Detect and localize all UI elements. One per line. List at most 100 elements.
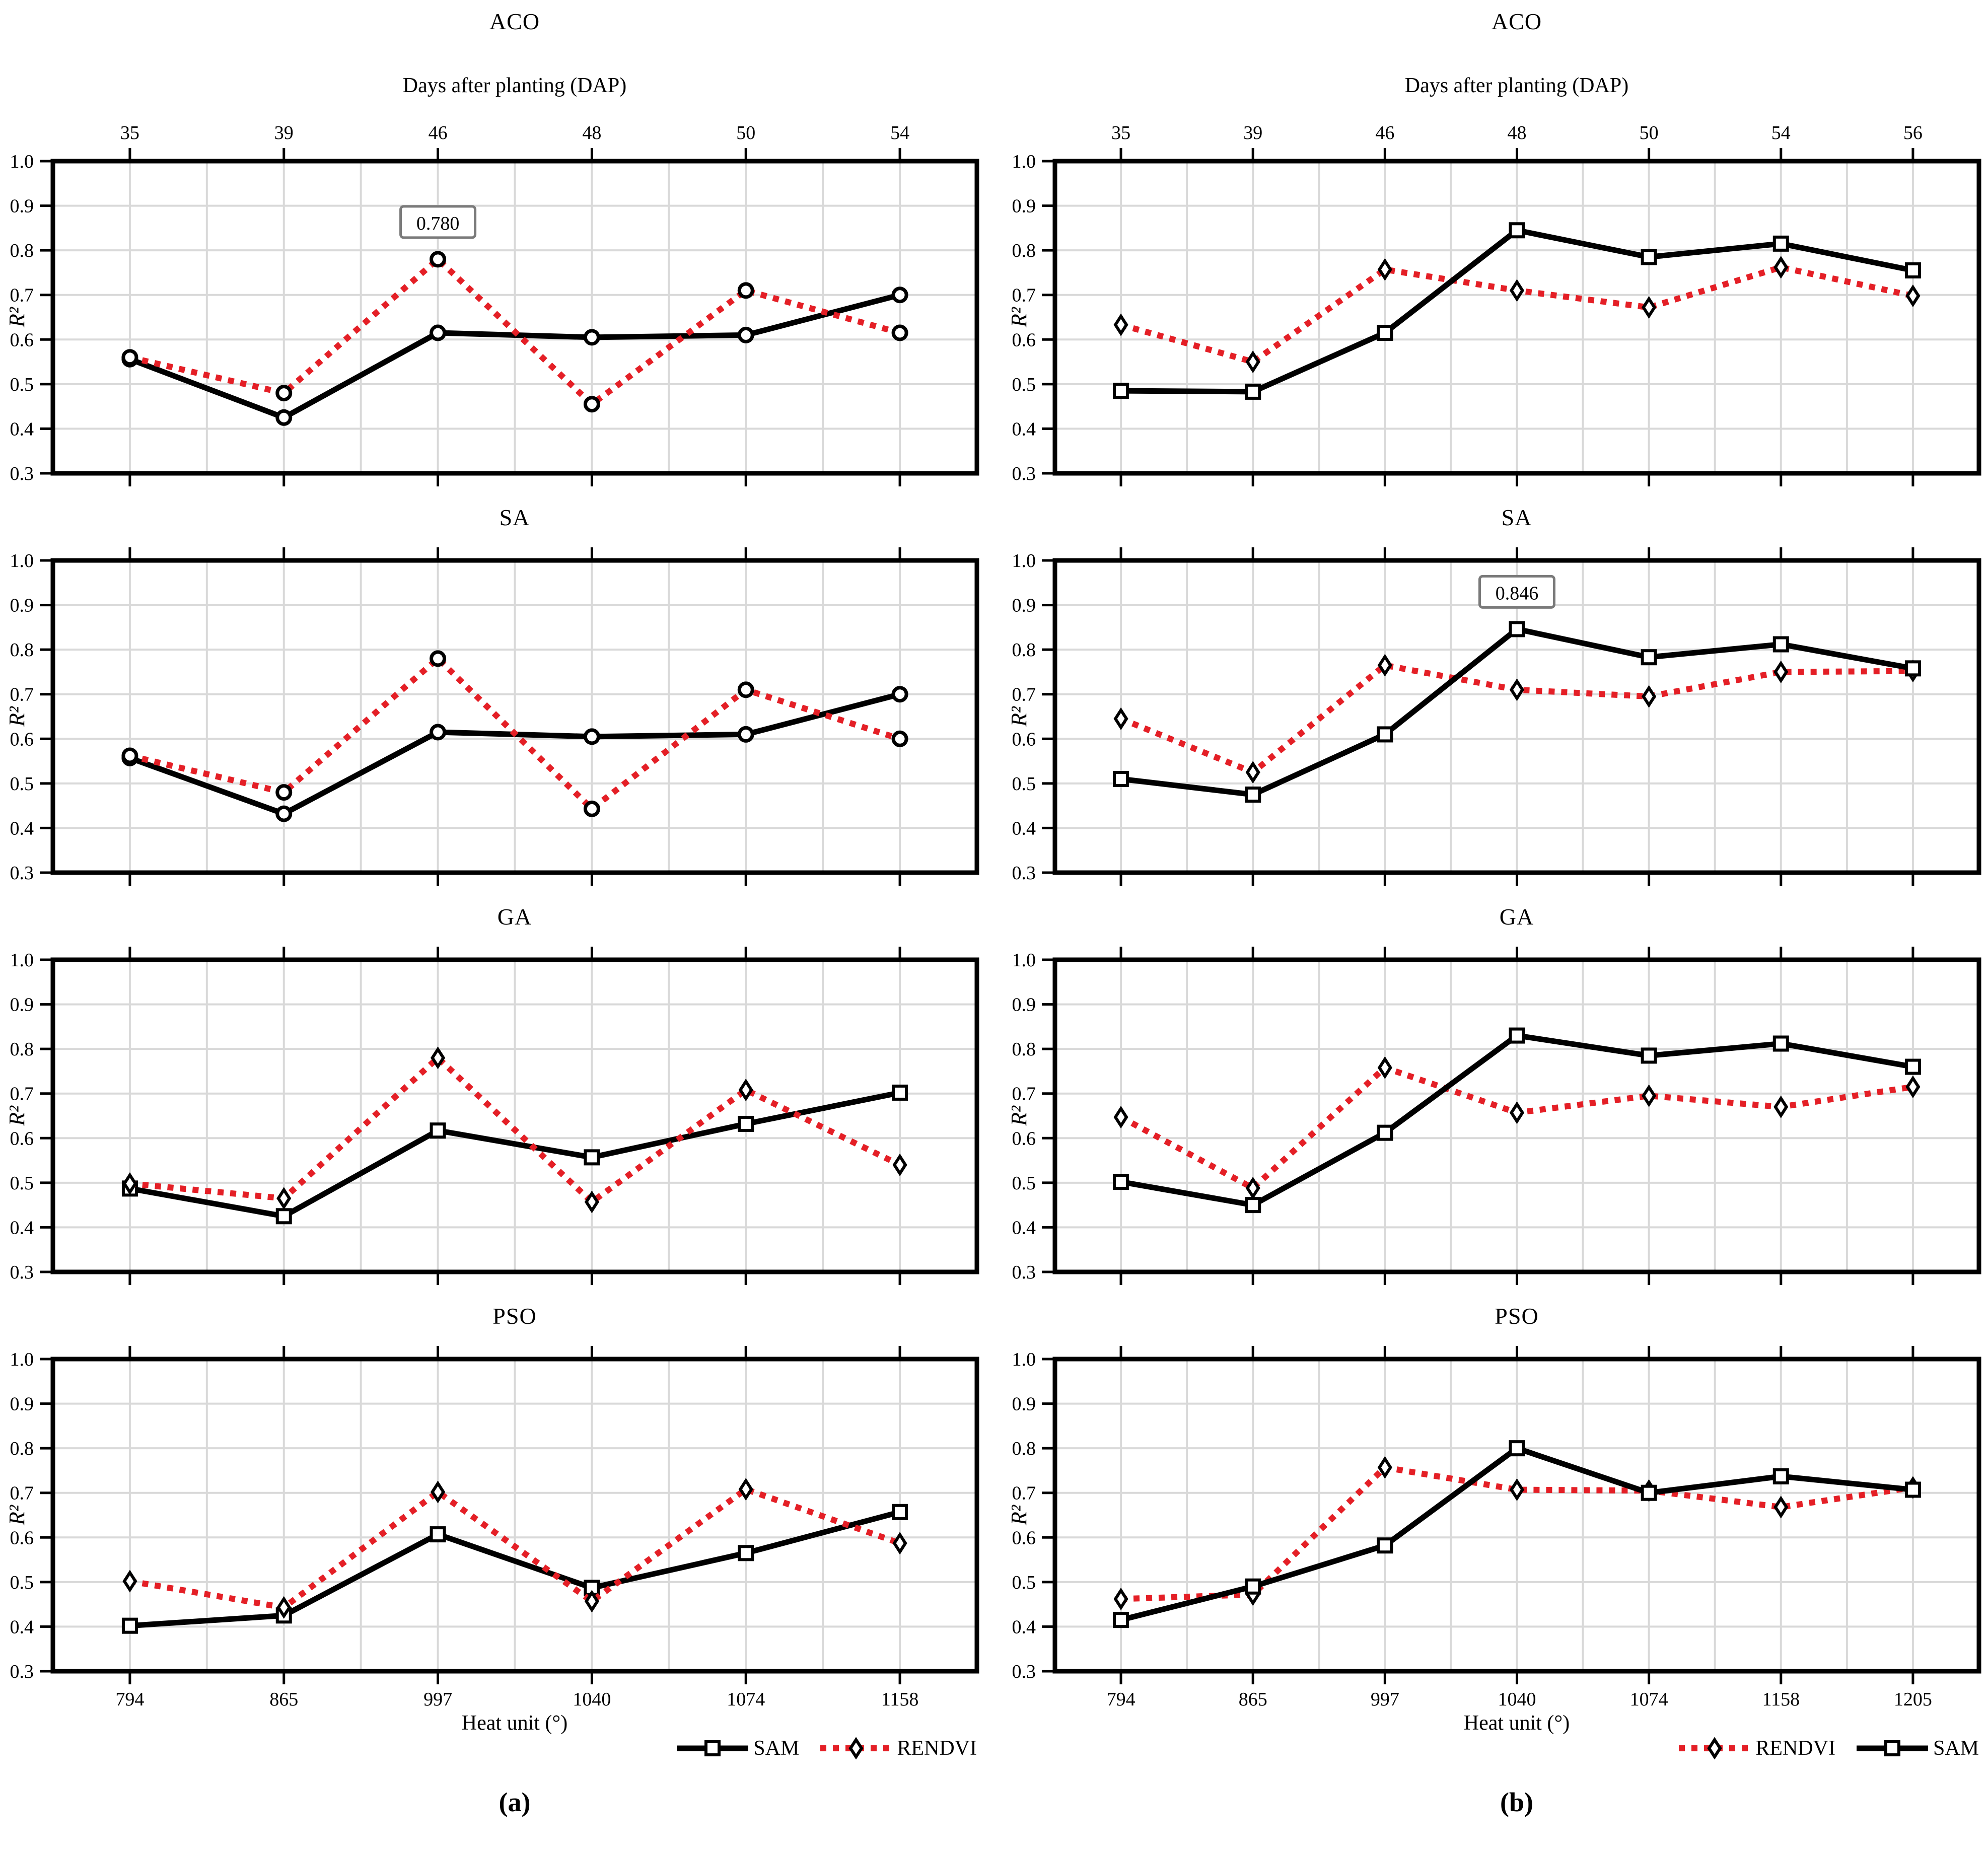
y-tick-label: 0.9 bbox=[1012, 595, 1036, 616]
data-point-marker bbox=[1642, 1084, 1657, 1107]
y-tick-label: 0.5 bbox=[10, 1572, 34, 1593]
data-label-text: 0.780 bbox=[416, 213, 460, 234]
y-tick-label: 0.4 bbox=[1012, 1217, 1036, 1238]
data-point-marker bbox=[1773, 1095, 1789, 1118]
data-point-marker bbox=[1113, 771, 1129, 787]
x-tick-label: 997 bbox=[423, 1689, 452, 1710]
dap-tick-label: 50 bbox=[736, 122, 755, 144]
y-tick-label: 0.6 bbox=[10, 329, 34, 350]
x-tick-label: 865 bbox=[269, 1689, 298, 1710]
data-point-marker bbox=[1377, 325, 1393, 341]
y-tick-label: 0.8 bbox=[1012, 240, 1036, 261]
data-point-marker bbox=[1509, 279, 1525, 302]
legend-a: SAM RENDVI bbox=[675, 1733, 977, 1763]
data-point-marker bbox=[121, 1617, 138, 1634]
data-point-marker bbox=[430, 724, 447, 741]
panel-title-ga-b: GA bbox=[1499, 904, 1534, 930]
y-tick-label: 1.0 bbox=[1012, 550, 1036, 572]
data-point-marker bbox=[1113, 707, 1128, 730]
y-tick-label: 0.6 bbox=[10, 729, 34, 750]
rendvi-line-swatch bbox=[820, 1737, 892, 1759]
data-point-marker bbox=[738, 1079, 753, 1102]
dap-tick-label: 56 bbox=[1903, 122, 1923, 144]
data-point-marker bbox=[1904, 262, 1921, 278]
y-tick-label: 0.6 bbox=[1012, 329, 1036, 350]
x-tick-label: 865 bbox=[1239, 1689, 1267, 1710]
y-tick-label: 0.8 bbox=[10, 240, 34, 261]
bottom-axis-label-a: Heat unit (°) bbox=[461, 1712, 568, 1735]
data-point-marker bbox=[1904, 1058, 1921, 1075]
data-point-marker bbox=[1113, 1612, 1129, 1628]
data-point-marker bbox=[584, 1590, 599, 1613]
legend-label-rendvi: RENDVI bbox=[897, 1737, 977, 1760]
data-point-marker bbox=[1509, 1027, 1525, 1044]
x-tick-label: 1158 bbox=[1762, 1689, 1800, 1710]
y-tick-label: 0.8 bbox=[1012, 639, 1036, 661]
data-point-marker bbox=[891, 287, 908, 304]
data-point-marker bbox=[275, 385, 293, 402]
data-point-marker bbox=[892, 1084, 908, 1101]
legend-label-sam: SAM bbox=[1933, 1737, 1979, 1760]
dap-tick-label: 48 bbox=[582, 122, 601, 144]
data-point-marker bbox=[738, 1545, 754, 1561]
x-tick-label: 1040 bbox=[573, 1689, 611, 1710]
chart-panel-pso-b: 1.0 0.9 0.8 0.7 0.6 0.5 0.4 0.3 794 865 997 1040 107… bbox=[1012, 1346, 1981, 1710]
y-tick-label: 0.6 bbox=[10, 1128, 34, 1149]
data-point-marker bbox=[430, 1526, 446, 1543]
data-point-marker bbox=[1113, 1174, 1129, 1190]
dap-tick-label: 35 bbox=[120, 122, 139, 144]
data-point-marker bbox=[275, 409, 293, 426]
data-point-marker bbox=[275, 784, 293, 801]
data-point-marker bbox=[431, 1046, 446, 1070]
data-point-marker bbox=[738, 1478, 753, 1501]
y-axis-label: R² bbox=[1006, 706, 1031, 727]
data-point-marker bbox=[1905, 284, 1921, 308]
y-tick-label: 0.6 bbox=[1012, 729, 1036, 750]
x-tick-label: 794 bbox=[115, 1689, 144, 1710]
data-label-box bbox=[399, 205, 477, 239]
y-tick-label: 0.7 bbox=[10, 1483, 34, 1504]
panel-title-aco-b: ACO bbox=[1491, 9, 1542, 34]
y-tick-label: 0.4 bbox=[10, 418, 34, 440]
y-tick-label: 0.7 bbox=[1012, 684, 1036, 705]
y-axis-label: R² bbox=[4, 307, 29, 328]
data-point-marker bbox=[583, 800, 600, 817]
data-point-marker bbox=[276, 1596, 292, 1619]
caption-a: (a) bbox=[499, 1787, 531, 1817]
data-point-marker bbox=[1641, 649, 1657, 666]
top-axis-label-b: Days after planting (DAP) bbox=[1404, 74, 1629, 97]
dap-tick-label: 39 bbox=[274, 122, 294, 144]
series-line-rendvi bbox=[129, 654, 901, 813]
data-point-marker bbox=[1772, 1035, 1789, 1052]
data-point-marker bbox=[1773, 256, 1789, 279]
data-point-marker bbox=[891, 686, 908, 703]
y-tick-label: 0.5 bbox=[10, 374, 34, 395]
data-point-marker bbox=[892, 1504, 908, 1520]
legend-b: RENDVI SAM bbox=[1677, 1733, 1979, 1763]
data-point-marker bbox=[583, 396, 600, 413]
y-tick-label: 0.9 bbox=[1012, 1394, 1036, 1415]
data-point-marker bbox=[1113, 1587, 1128, 1611]
data-point-marker bbox=[275, 805, 293, 822]
data-point-marker bbox=[1773, 660, 1789, 683]
data-point-marker bbox=[737, 726, 754, 743]
y-tick-label: 0.9 bbox=[10, 196, 34, 217]
y-tick-label: 0.6 bbox=[1012, 1128, 1036, 1149]
data-point-marker bbox=[1245, 1176, 1260, 1200]
y-tick-label: 0.9 bbox=[10, 1394, 34, 1415]
data-point-marker bbox=[892, 1532, 907, 1555]
y-tick-label: 0.8 bbox=[10, 639, 34, 661]
chart-panel-aco-b: 1.0 0.9 0.8 0.7 0.6 0.5 0.4 0.3 35 39 46 48 50 54 56 bbox=[1012, 122, 1981, 486]
y-tick-label: 0.7 bbox=[1012, 285, 1036, 306]
plot-frame bbox=[50, 1357, 979, 1674]
y-tick-label: 0.9 bbox=[10, 994, 34, 1016]
data-point-marker bbox=[583, 329, 600, 346]
x-tick-label: 997 bbox=[1371, 1689, 1399, 1710]
data-point-marker bbox=[1377, 1456, 1392, 1479]
y-tick-label: 0.4 bbox=[10, 1616, 34, 1638]
data-point-marker bbox=[430, 251, 447, 268]
dap-tick-label: 54 bbox=[1771, 122, 1791, 144]
y-tick-label: 0.9 bbox=[10, 595, 34, 616]
y-tick-label: 0.8 bbox=[10, 1039, 34, 1060]
y-tick-label: 1.0 bbox=[10, 151, 34, 172]
